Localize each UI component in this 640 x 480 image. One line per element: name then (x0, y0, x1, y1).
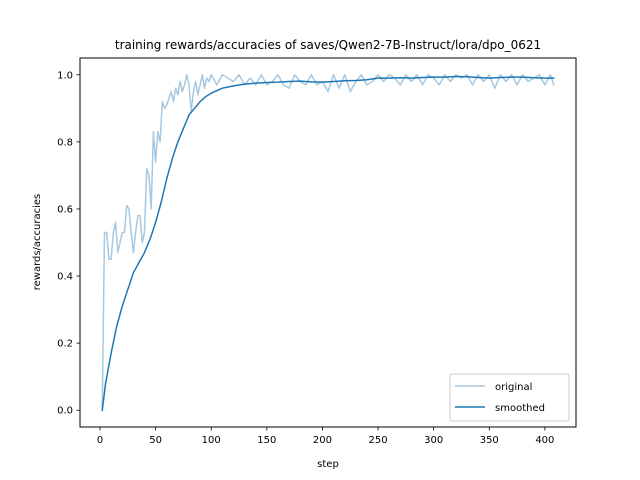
x-axis-label: step (317, 459, 339, 470)
x-tick-label: 0 (97, 435, 103, 446)
x-tick-label: 200 (313, 435, 332, 446)
y-tick-label: 0.8 (57, 137, 73, 148)
legend: original smoothed (449, 373, 570, 422)
legend-label-smoothed: smoothed (495, 403, 545, 414)
plot-lines (101, 74, 555, 412)
legend-label-original: original (495, 382, 532, 393)
y-tick-label: 0.4 (57, 272, 73, 283)
x-tick-label: 400 (535, 435, 554, 446)
x-axis-ticks: 0 50 100 150 200 250 300 350 400 (97, 427, 554, 446)
y-tick-label: 0.2 (57, 339, 73, 350)
y-tick-label: 0.0 (57, 406, 73, 417)
series-line-smoothed (101, 75, 555, 412)
series-line-original (101, 74, 555, 411)
y-axis-ticks: 0.0 0.2 0.4 0.6 0.8 1.0 (57, 70, 80, 417)
x-tick-label: 300 (424, 435, 443, 446)
x-tick-label: 250 (368, 435, 387, 446)
axes-frame (79, 57, 577, 428)
y-tick-label: 0.6 (57, 204, 73, 215)
y-tick-label: 1.0 (57, 70, 73, 81)
plot-area (80, 58, 576, 427)
x-tick-label: 100 (202, 435, 221, 446)
x-tick-label: 350 (480, 435, 499, 446)
y-axis-label: rewards/accuracies (32, 194, 43, 291)
chart-title: training rewards/accuracies of saves/Qwe… (115, 38, 541, 52)
x-tick-label: 50 (149, 435, 162, 446)
x-tick-label: 150 (257, 435, 276, 446)
